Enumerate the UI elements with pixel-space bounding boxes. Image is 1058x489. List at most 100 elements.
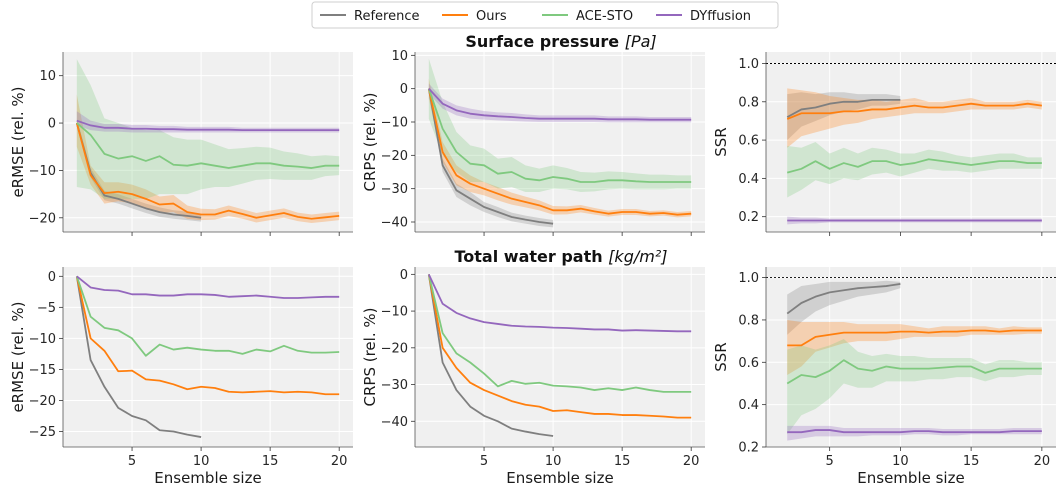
y-tick-label: 0.8 — [738, 313, 759, 328]
x-tick-label: 15 — [262, 454, 279, 469]
series-line-ours — [75, 122, 340, 220]
data-layer — [786, 280, 1042, 441]
band-reference — [787, 92, 901, 141]
x-tick-label: 15 — [614, 454, 631, 469]
series-line-ace-sto — [786, 158, 1042, 174]
y-tick-label: −10 — [381, 305, 408, 320]
y-tick-label: 1.0 — [738, 271, 759, 286]
x-tick-label: 20 — [331, 454, 348, 469]
y-axis-label: SSR — [712, 342, 730, 371]
series-line-dyffusion — [428, 88, 692, 121]
y-tick-label: 0 — [48, 117, 56, 132]
y-tick-label: −10 — [29, 332, 56, 347]
legend-label-ace-sto: ACE-STO — [576, 9, 633, 24]
x-tick-label: 5 — [480, 454, 488, 469]
y-axis-label: SSR — [712, 127, 730, 156]
y-tick-label: −40 — [381, 415, 408, 430]
y-tick-label: 0.6 — [738, 134, 759, 149]
series-line-reference — [427, 88, 554, 225]
panel-surface-pressure-crps: −40 −30 −20 −10 0 10 CRPS (rel. %) — [361, 49, 705, 236]
y-tick-label: −5 — [37, 301, 56, 316]
series-line-ours — [427, 88, 692, 216]
series-line-ours — [427, 274, 692, 419]
y-tick-label: 1.0 — [738, 57, 759, 72]
y-tick-label: 0.2 — [738, 210, 759, 225]
x-axis-label: Ensemble size — [857, 469, 964, 487]
y-tick-label: −40 — [381, 216, 408, 231]
series-line-ours — [786, 102, 1042, 120]
x-axis-label: Ensemble size — [154, 469, 261, 487]
y-tick-label: 10 — [39, 69, 56, 84]
series-line-reference — [427, 274, 554, 437]
y-tick-label: 0.2 — [738, 441, 759, 456]
series-line-ace-sto — [427, 274, 692, 393]
x-tick-label: 5 — [826, 454, 834, 469]
x-tick-label: 10 — [892, 454, 909, 469]
y-tick-label: 0.4 — [738, 398, 759, 413]
x-tick-label: 10 — [193, 454, 210, 469]
series-line-ace-sto — [427, 88, 692, 183]
band-ace-sto — [787, 339, 1042, 435]
band-dyffusion — [787, 425, 1042, 441]
y-tick-label: −30 — [381, 378, 408, 393]
y-axis-label: CRPS (rel. %) — [361, 308, 379, 407]
y-tick-label: −30 — [381, 182, 408, 197]
band-ours — [76, 94, 340, 223]
y-tick-label: 0.6 — [738, 356, 759, 371]
data-layer — [427, 58, 692, 228]
x-tick-label: 5 — [128, 454, 136, 469]
x-tick-label: 10 — [545, 454, 562, 469]
series-line-reference — [786, 98, 901, 118]
legend-label-ours: Ours — [476, 9, 507, 24]
y-tick-label: −25 — [29, 425, 56, 440]
data-layer — [75, 59, 340, 223]
y-tick-label: 0.4 — [738, 172, 759, 187]
series-line-ours — [75, 276, 340, 396]
band-dyffusion — [76, 111, 340, 133]
series-line-dyffusion — [76, 275, 340, 299]
series-line-ours — [787, 329, 1042, 347]
y-tick-label: 10 — [391, 49, 408, 64]
x-tick-label: 15 — [963, 454, 980, 469]
panel-total-water-path-crps: 5 10 15 20 −40 −30 −20 −10 0 CRPS (rel. %) Ensembl… — [361, 267, 705, 487]
plot-area — [415, 267, 705, 447]
y-tick-label: 0.8 — [738, 95, 759, 110]
y-tick-label: −15 — [29, 363, 56, 378]
band-ours — [787, 319, 1042, 375]
series-line-dyffusion — [427, 273, 692, 333]
series-line-ace-sto — [76, 122, 340, 169]
plot-area — [415, 52, 705, 232]
y-axis-label: eRMSE (rel. %) — [9, 86, 27, 197]
x-tick-label: 20 — [1034, 454, 1051, 469]
y-tick-label: −20 — [381, 341, 408, 356]
panel-total-water-path-ermse: 5 10 15 20 −25 −20 −15 −10 −5 0 eRMSE (rel. %) Ense… — [9, 267, 353, 487]
y-tick-label: 0 — [48, 270, 56, 285]
y-tick-label: −20 — [29, 394, 56, 409]
row-title-total-water-path-bold: Total water path — [455, 247, 609, 266]
row-title-total-water-path-unit: [kg/m²] — [608, 247, 667, 266]
x-axis-label: Ensemble size — [506, 469, 613, 487]
row-title-surface-pressure-bold: Surface pressure — [465, 32, 624, 51]
legend-label-dyffusion: DYffusion — [690, 9, 751, 24]
panel-surface-pressure-ssr: 0.2 0.4 0.6 0.8 1.0 SSR — [712, 52, 1056, 236]
panel-total-water-path-ssr: 5 10 15 20 0.2 0.4 0.6 0.8 1.0 SSR Ensemble size — [712, 267, 1056, 487]
data-layer — [427, 273, 692, 437]
band-ace-sto — [428, 58, 692, 192]
y-tick-label: −10 — [29, 164, 56, 179]
series-line-dyffusion — [787, 429, 1042, 434]
legend: Reference Ours ACE-STO DYffusion — [311, 1, 779, 29]
y-axis-label: CRPS (rel. %) — [361, 93, 379, 192]
x-tick-label: 20 — [683, 454, 700, 469]
band-ace-sto — [787, 142, 1042, 198]
series-line-reference — [75, 276, 202, 438]
band-ours — [787, 88, 1042, 148]
data-layer — [786, 88, 1042, 225]
y-tick-label: 0 — [400, 268, 408, 283]
y-tick-label: −20 — [29, 211, 56, 226]
series-line-reference — [786, 283, 901, 315]
series-line-ace-sto — [75, 276, 340, 357]
plot-area — [63, 52, 353, 232]
panel-surface-pressure-ermse: −20 −10 0 10 eRMSE (rel. %) — [9, 52, 353, 236]
series-line-ace-sto — [786, 359, 1042, 385]
